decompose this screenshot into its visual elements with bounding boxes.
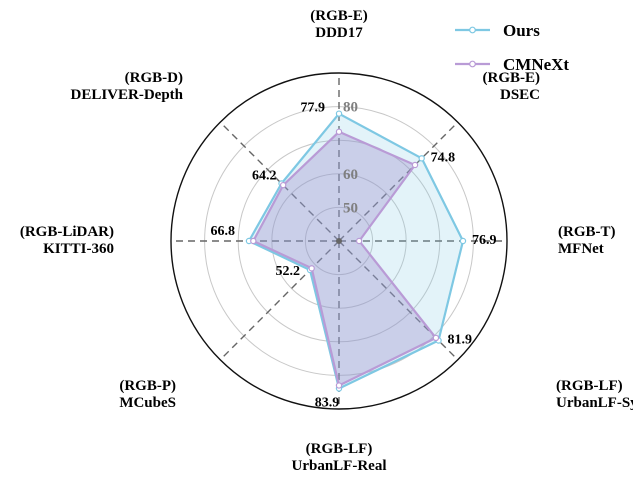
value-label: 64.2: [252, 169, 277, 184]
axis-label-line2: DELIVER-Depth: [70, 87, 183, 103]
axis-label-line1: (RGB-LiDAR): [20, 224, 114, 240]
legend-swatch-marker: [469, 60, 476, 68]
outer-ring: [170, 72, 508, 410]
series-1-point: [308, 265, 315, 272]
axis-spoke: [338, 121, 459, 242]
series-1-point: [335, 128, 343, 135]
axis-label-line2: KITTI-360: [43, 241, 114, 257]
series-0-point: [459, 237, 467, 245]
series-1-point: [432, 334, 440, 342]
axis-label-line2: DSEC: [500, 87, 540, 103]
axis-spoke: [338, 240, 459, 361]
labels-layer: 50 60 80 77.9 74.8 76.9 81.9 83.9 52.2 66.8 64.2 (R…: [20, 8, 633, 474]
series-0-point: [335, 110, 343, 117]
value-label: 76.9: [472, 233, 497, 248]
value-label: 83.9: [315, 396, 340, 411]
grid-ring: [271, 173, 407, 309]
series-1-point: [335, 382, 343, 389]
series-1-point: [250, 237, 257, 245]
axis-label-line2: UrbanLF-Real: [292, 458, 387, 474]
series-1-point: [279, 181, 287, 189]
legend-swatch-marker: [469, 26, 476, 34]
axis-label-line1: (RGB-LF): [306, 441, 373, 457]
axis-label-line1: (RGB-E): [310, 8, 368, 24]
value-label: 77.9: [301, 101, 326, 116]
legend-label: Ours: [503, 21, 540, 40]
value-label: 66.8: [210, 224, 235, 239]
legend: Ours CMNeXt: [455, 21, 569, 74]
axis-label-line1: (RGB-LF): [556, 378, 623, 394]
series-0-point: [418, 155, 425, 162]
radial-tick-label: 50: [343, 200, 358, 216]
axis-label-line1: (RGB-E): [483, 70, 541, 86]
radial-tick-label: 60: [343, 167, 358, 183]
value-label: 74.8: [431, 150, 456, 165]
series-layer: [245, 110, 467, 392]
axis-label-line1: (RGB-P): [119, 378, 176, 394]
axis-label-line2: UrbanLF-Syn: [556, 395, 633, 411]
axis-label-line1: (RGB-D): [125, 70, 183, 86]
axis-label-line1: (RGB-T): [558, 224, 616, 240]
series-1-point: [411, 161, 419, 169]
legend-label: CMNeXt: [503, 55, 569, 74]
axis-label-line2: MCubeS: [119, 395, 176, 411]
radial-tick-label: 80: [343, 100, 358, 116]
axis-label-line2: DDD17: [315, 25, 363, 41]
axis-spoke: [219, 240, 340, 361]
value-label: 81.9: [448, 333, 473, 348]
series-1-point: [355, 237, 363, 245]
grid-ring: [304, 206, 374, 276]
axis-label-line2: MFNet: [558, 241, 604, 257]
center-point: [336, 238, 342, 244]
value-label: 52.2: [276, 264, 301, 279]
